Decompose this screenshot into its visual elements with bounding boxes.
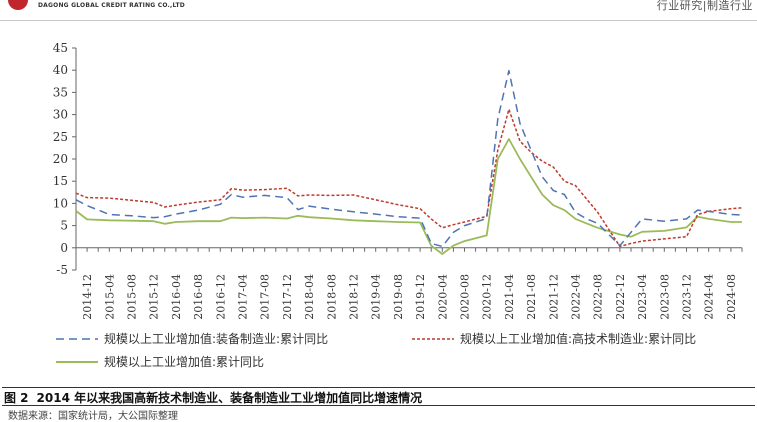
x-tick-label: 2019-12 — [414, 274, 427, 320]
y-tick-label: 20 — [53, 152, 68, 166]
x-tick-label: 2022-04 — [570, 274, 583, 320]
series-line-dashed — [75, 69, 743, 248]
y-tick-label: 40 — [53, 63, 68, 77]
figure-caption: 图 2 2014 年以来我国高新技术制造业、装备制造业工业增加值同比增速情况 — [2, 387, 755, 406]
series-line-dotted — [75, 108, 743, 248]
dagong-logo-icon — [8, 0, 28, 10]
x-tick-label: 2020-12 — [481, 274, 494, 320]
x-tick-label: 2024-04 — [703, 274, 716, 320]
line-chart: -5 0 5 10 15 20 25 30 35 40 45 2014-12 2015-04 2015-0… — [53, 41, 743, 320]
x-tick-label: 2016-04 — [170, 274, 183, 320]
legend-label: 规模以上工业增加值:高技术制造业:累计同比 — [460, 332, 697, 346]
legend-swatch-solid — [56, 360, 98, 363]
figure-number: 图 2 — [4, 391, 29, 405]
x-tick-label: 2016-08 — [192, 274, 205, 320]
y-tick-label: 15 — [53, 174, 68, 188]
legend-item-hightech: 规模以上工业增加值:高技术制造业:累计同比 — [412, 330, 696, 347]
chart-legend: 规模以上工业增加值:装备制造业:累计同比 规模以上工业增加值:高技术制造业:累计… — [0, 326, 757, 372]
y-tick-label: 10 — [53, 196, 68, 210]
x-tick-label: 2015-04 — [103, 274, 116, 320]
legend-item-industry: 规模以上工业增加值:累计同比 — [56, 353, 264, 370]
x-tick-label: 2015-08 — [126, 274, 139, 320]
x-tick-label: 2017-12 — [281, 274, 294, 320]
x-tick-label: 2021-04 — [503, 274, 516, 320]
x-tick-label: 2023-12 — [681, 274, 694, 320]
y-tick-label: 5 — [60, 219, 68, 233]
series-line-solid — [75, 138, 742, 255]
x-tick-label: 2023-04 — [636, 274, 649, 320]
company-name: DAGONG GLOBAL CREDIT RATING CO.,LTD — [38, 2, 185, 9]
x-tick-label: 2021-08 — [525, 274, 538, 320]
x-tick-label: 2022-12 — [614, 274, 627, 320]
y-tick-label: 0 — [60, 241, 68, 255]
legend-swatch-dotted — [412, 337, 454, 340]
legend-label: 规模以上工业增加值:累计同比 — [104, 355, 265, 369]
x-tick-label: 2018-12 — [348, 274, 361, 320]
report-header: DAGONG GLOBAL CREDIT RATING CO.,LTD 行业研究… — [0, 0, 757, 21]
x-tick-label: 2022-08 — [592, 274, 605, 320]
data-source: 数据来源：国家统计局，大公国际整理 — [8, 411, 178, 422]
x-tick-label: 2021-12 — [547, 274, 560, 320]
x-tick-label: 2016-12 — [214, 274, 227, 320]
x-tick-label: 2024-08 — [725, 274, 738, 320]
y-tick-label: 35 — [53, 85, 68, 99]
x-tick-label: 2017-04 — [237, 274, 250, 320]
x-tick-label: 2019-04 — [370, 274, 383, 320]
y-tick-label: 45 — [53, 41, 68, 55]
section-tag: 行业研究|制造行业 — [656, 0, 753, 12]
x-tick-label: 2020-08 — [459, 274, 472, 320]
legend-item-equipment: 规模以上工业增加值:装备制造业:累计同比 — [56, 330, 328, 347]
x-tick-label: 2020-04 — [436, 274, 449, 320]
figure-title: 2014 年以来我国高新技术制造业、装备制造业工业增加值同比增速情况 — [36, 391, 423, 405]
x-tick-label: 2017-08 — [259, 274, 272, 320]
y-tick-label: 25 — [53, 130, 68, 144]
x-tick-label: 2019-08 — [392, 274, 405, 320]
x-tick-label: 2018-08 — [325, 274, 338, 320]
legend-swatch-dashed — [56, 337, 98, 340]
legend-label: 规模以上工业增加值:装备制造业:累计同比 — [104, 332, 329, 346]
y-tick-label: -5 — [56, 263, 68, 277]
x-tick-label: 2018-04 — [303, 274, 316, 320]
x-tick-label: 2015-12 — [148, 274, 161, 320]
x-tick-label: 2023-08 — [658, 274, 671, 320]
x-tick-label: 2014-12 — [81, 274, 94, 320]
y-tick-label: 30 — [53, 108, 68, 122]
